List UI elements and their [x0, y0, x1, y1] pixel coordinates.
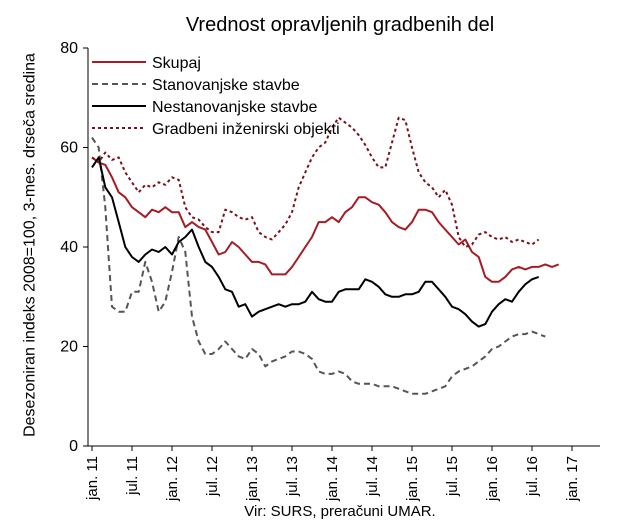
y-tick-label: 40 [60, 239, 78, 256]
y-tick-label: 60 [60, 140, 78, 157]
x-tick-label: jan. 11 [84, 456, 101, 501]
y-tick-label: 0 [69, 438, 78, 455]
x-tick-label: jul. 15 [444, 456, 461, 497]
x-tick-label: jan. 12 [164, 456, 181, 502]
x-tick-label: jul. 16 [524, 456, 541, 497]
x-tick-label: jan. 15 [404, 456, 421, 502]
x-tick-label: jan. 17 [564, 456, 581, 502]
y-tick-label: 20 [60, 339, 78, 356]
legend-label-4: Gradbeni inženirski objekti [152, 121, 340, 138]
source-note: Vir: SURS, preračuni UMAR. [244, 503, 436, 520]
x-tick-label: jan. 13 [244, 456, 261, 502]
series-line-2 [91, 137, 546, 395]
x-tick-label: jul. 14 [364, 456, 381, 497]
x-tick-label: jul. 13 [284, 456, 301, 497]
y-tick-label: 80 [60, 40, 78, 57]
legend-label-2: Stanovanjske stavbe [152, 77, 300, 94]
x-tick-label: jan. 14 [324, 456, 341, 502]
legend-label-3: Nestanovanjske stavbe [152, 99, 318, 116]
series-line-1 [91, 156, 560, 283]
chart-title: Vrednost opravljenih gradbenih del [185, 14, 495, 36]
x-tick-label: jul. 12 [204, 456, 221, 497]
x-tick-label: jan. 16 [484, 456, 501, 502]
x-tick-label: jul. 11 [124, 456, 141, 496]
series-line-3 [91, 156, 540, 328]
legend-label-1: Skupaj [152, 55, 201, 72]
